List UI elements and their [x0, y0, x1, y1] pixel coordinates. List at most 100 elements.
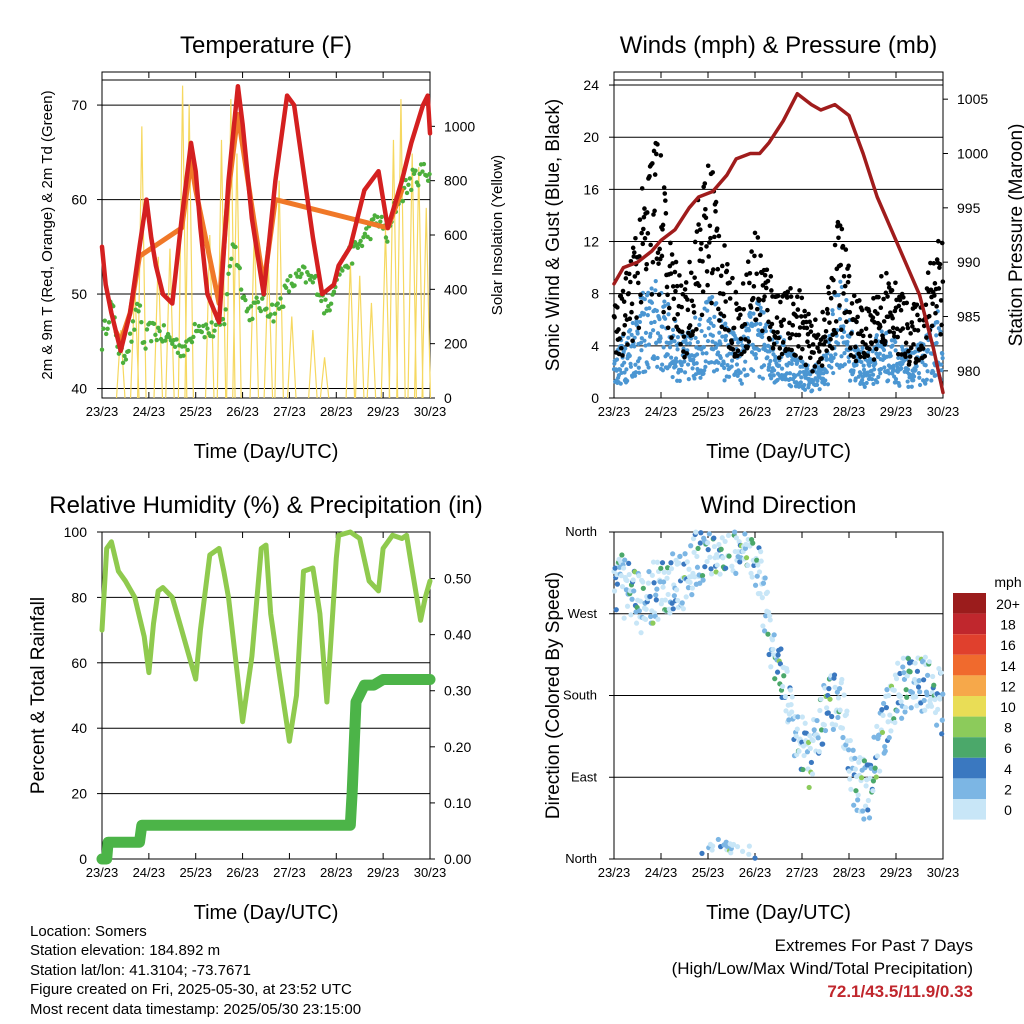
gust-point	[877, 324, 883, 329]
wind-point	[661, 345, 666, 350]
direction-point	[893, 676, 900, 682]
direction-point	[664, 565, 671, 571]
direction-point	[855, 792, 861, 798]
dewpoint-point	[313, 273, 318, 279]
direction-point	[781, 673, 787, 679]
y-right-tick-label-4: 800	[444, 173, 468, 189]
direction-point	[873, 774, 879, 780]
wind-point	[694, 361, 699, 366]
wind-point	[867, 363, 872, 368]
gust-point	[643, 266, 649, 272]
direction-point	[939, 717, 945, 723]
direction-point	[742, 531, 748, 537]
dewpoint-point	[288, 273, 293, 279]
solar-peak-20	[380, 229, 391, 399]
dewpoint-point	[269, 302, 275, 307]
wind-point	[708, 321, 714, 326]
gust-point	[784, 295, 790, 300]
dewpoint-point	[203, 322, 209, 327]
dewpoint-point	[151, 321, 157, 327]
gust-point	[763, 285, 769, 291]
gust-point	[771, 341, 777, 347]
direction-point	[778, 646, 784, 652]
dewpoint-point	[307, 277, 313, 282]
wind-point	[654, 340, 659, 345]
gust-point	[699, 312, 705, 318]
direction-point	[643, 606, 649, 612]
x-tick-label-3: 26/23	[226, 865, 259, 880]
gust-point	[754, 306, 760, 312]
wind-point	[861, 363, 866, 368]
wind-point	[665, 352, 670, 357]
gust-point	[649, 292, 655, 297]
direction-point	[679, 600, 685, 606]
gust-point	[626, 291, 631, 296]
x-tick-label-3: 26/23	[739, 404, 772, 419]
wind-point	[658, 336, 663, 341]
wind-point	[677, 378, 682, 383]
gust-point	[802, 308, 807, 314]
dewpoint-point	[385, 239, 390, 244]
wind-point	[935, 319, 940, 325]
x-tick-label-2: 25/23	[179, 865, 212, 880]
gust-point	[652, 208, 657, 214]
direction-point	[752, 855, 758, 861]
wind-point	[745, 372, 750, 378]
direction-point	[630, 577, 636, 583]
gust-point	[898, 307, 904, 313]
wind-point	[637, 319, 643, 325]
dewpoint-point	[174, 337, 179, 342]
gust-point	[774, 315, 780, 320]
wind-point	[845, 339, 850, 345]
wind-point	[709, 360, 714, 365]
gust-point	[706, 254, 712, 259]
wind-point	[636, 365, 641, 370]
gust-point	[727, 296, 733, 301]
wind-point	[896, 355, 901, 361]
wind-point	[888, 353, 893, 359]
wind-point	[722, 365, 727, 371]
gust-point	[752, 253, 757, 259]
gust-point	[764, 267, 770, 273]
gust-point	[683, 280, 689, 285]
direction-point	[733, 535, 739, 541]
direction-point	[885, 719, 891, 725]
direction-point	[912, 660, 918, 666]
gust-point	[799, 295, 805, 301]
direction-point	[710, 843, 716, 849]
direction-point	[840, 734, 846, 741]
dewpoint-point	[106, 320, 112, 325]
wind-point	[684, 341, 689, 346]
gust-point	[909, 320, 915, 325]
direction-point	[866, 815, 873, 821]
direction-point	[720, 555, 726, 561]
direction-point	[758, 549, 764, 555]
direction-point	[750, 540, 756, 546]
legend-label-10: 0	[1004, 802, 1012, 818]
direction-point	[888, 728, 894, 734]
gust-point	[629, 301, 635, 307]
gust-point	[655, 250, 661, 256]
wind-point	[704, 351, 709, 356]
wind-point	[866, 376, 872, 382]
dewpoint-point	[129, 339, 134, 344]
gust-point	[723, 299, 728, 304]
y-tick-label-1: East	[571, 769, 597, 784]
gust-point	[751, 284, 757, 289]
gust-point	[779, 323, 784, 329]
gust-point	[715, 266, 721, 272]
wind-point	[835, 341, 841, 346]
dewpoint-point	[170, 341, 175, 347]
direction-point	[931, 682, 937, 688]
gust-point	[727, 280, 732, 285]
gust-point	[616, 327, 621, 332]
gust-point	[806, 343, 812, 349]
gust-point	[781, 317, 787, 323]
wind-point	[798, 380, 803, 385]
gust-point	[855, 314, 860, 320]
wind-point	[647, 306, 652, 311]
gust-point	[863, 326, 869, 332]
direction-point	[765, 631, 771, 637]
wind-point	[626, 335, 631, 340]
wind-point	[653, 278, 658, 284]
